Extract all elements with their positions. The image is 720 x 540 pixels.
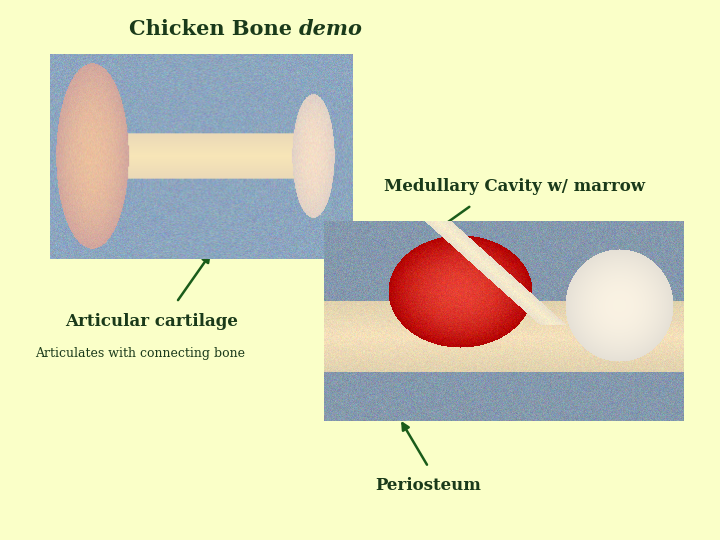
Text: Articular cartilage: Articular cartilage <box>65 313 238 330</box>
Text: Chicken Bone: Chicken Bone <box>129 19 299 39</box>
Text: Periosteum: Periosteum <box>375 477 482 495</box>
Text: Articulates with connecting bone: Articulates with connecting bone <box>35 347 246 360</box>
Text: demo: demo <box>299 19 363 39</box>
Text: Medullary Cavity w/ marrow: Medullary Cavity w/ marrow <box>384 178 645 195</box>
